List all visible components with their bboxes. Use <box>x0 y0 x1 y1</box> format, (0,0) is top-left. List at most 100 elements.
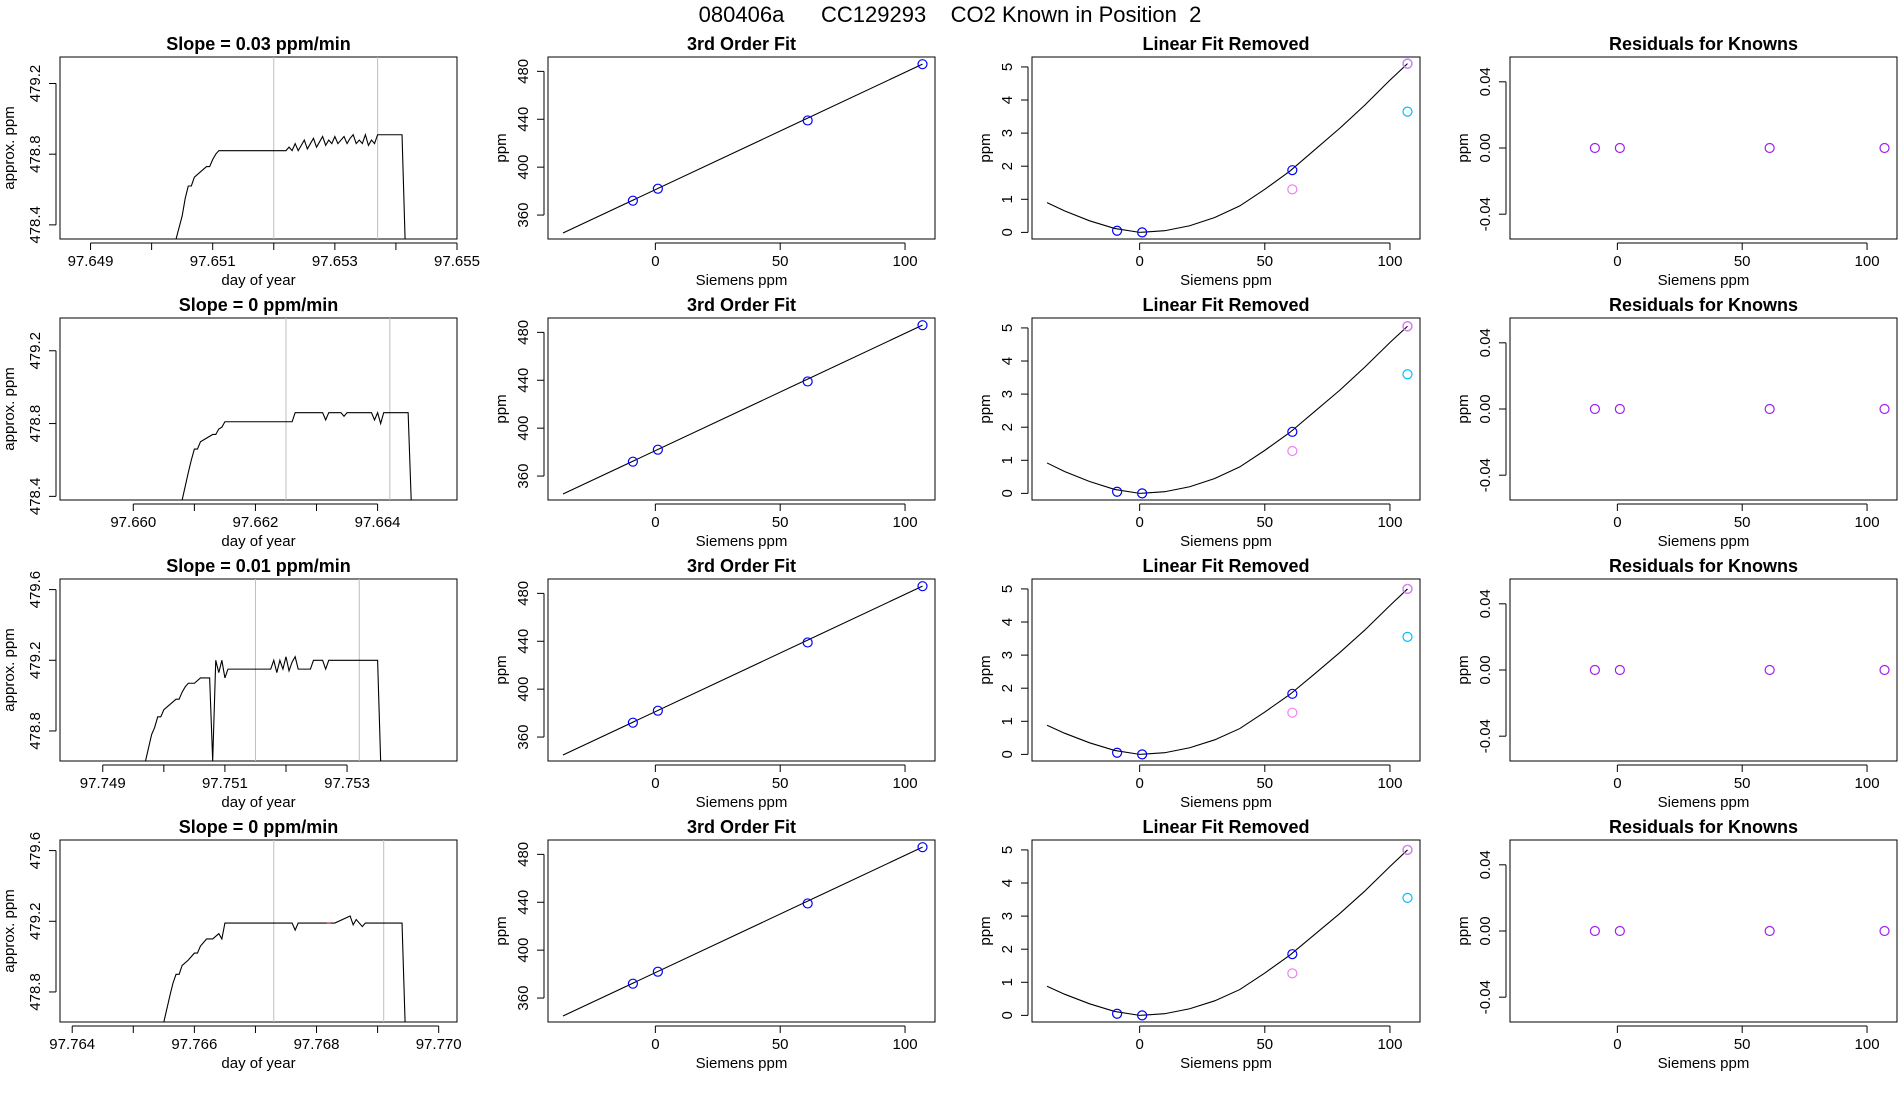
x-tick-label: 0 <box>1135 514 1143 531</box>
y-tick-label: 0 <box>999 228 1016 236</box>
x-axis-label: day of year <box>221 1055 295 1072</box>
x-axis-label: Siemens ppm <box>696 533 788 550</box>
panel-14: 3rd Order Fit 0 50 100 Siemens ppm 360 400 440 4… <box>493 817 936 1072</box>
x-tick-label: 97.770 <box>416 1036 462 1053</box>
residual-point <box>1614 142 1625 154</box>
x-axis-label: day of year <box>221 533 295 550</box>
panel-1: Slope = 0.03 ppm/min 97.649 97.651 97.653 97… <box>1 34 480 289</box>
x-tick-label: 100 <box>893 514 918 531</box>
y-tick-label: 478.8 <box>27 712 44 750</box>
x-tick-label: 97.649 <box>68 253 114 270</box>
y-tick-label: 4 <box>999 357 1016 365</box>
residual-point <box>1614 403 1625 415</box>
plot-frame <box>547 317 936 501</box>
residual-curve <box>1046 325 1408 494</box>
plot-area <box>1589 403 1890 415</box>
plot-frame <box>1031 56 1421 240</box>
y-tick-label: 5 <box>999 324 1016 332</box>
fit-line <box>562 324 923 495</box>
y-tick-label: 479.6 <box>27 832 44 870</box>
y-tick-label: 360 <box>515 986 532 1011</box>
panel-title: Linear Fit Removed <box>1142 34 1309 54</box>
fit-point <box>917 581 928 592</box>
x-tick-label: 50 <box>772 514 789 531</box>
plot-frame <box>1031 578 1421 762</box>
panel-title: Slope = 0 ppm/min <box>179 295 339 315</box>
x-tick-label: 100 <box>1377 775 1402 792</box>
known-point-top <box>1402 583 1413 595</box>
fit-point <box>627 456 638 467</box>
known-point <box>1112 225 1123 236</box>
concentration-trace <box>163 915 406 1022</box>
x-tick-label: 100 <box>1855 514 1880 531</box>
y-tick-label: 5 <box>999 63 1016 71</box>
plot-frame <box>1509 317 1898 501</box>
panel-title: Slope = 0.03 ppm/min <box>166 34 351 54</box>
tertiary-point <box>1402 106 1413 117</box>
x-tick-label: 50 <box>1256 775 1273 792</box>
panel-title: Slope = 0 ppm/min <box>179 817 339 837</box>
y-tick-label: 1 <box>999 978 1016 986</box>
y-tick-label: 440 <box>515 368 532 393</box>
x-tick-label: 50 <box>1256 514 1273 531</box>
plot-frame <box>1031 317 1421 501</box>
plot-area <box>175 57 406 239</box>
x-axis-label: Siemens ppm <box>696 794 788 811</box>
x-tick-label: 97.764 <box>49 1036 95 1053</box>
x-tick-label: 50 <box>1734 775 1751 792</box>
concentration-trace <box>181 410 412 500</box>
fit-point <box>652 444 663 455</box>
x-tick-label: 100 <box>1855 1036 1880 1053</box>
y-axis-label: approx. ppm <box>1 628 18 711</box>
fit-point <box>802 637 813 648</box>
known-point <box>1137 749 1148 760</box>
x-tick-label: 0 <box>1613 775 1621 792</box>
plot-area <box>562 59 928 234</box>
residual-point <box>1764 403 1775 415</box>
residual-point <box>1614 925 1625 937</box>
fit-point <box>802 376 813 387</box>
residual-point <box>1764 925 1775 937</box>
x-tick-label: 97.660 <box>110 514 156 531</box>
x-axis-label: Siemens ppm <box>1180 533 1272 550</box>
plot-frame <box>547 56 936 240</box>
x-tick-label: 100 <box>1855 253 1880 270</box>
panel-8: Residuals for Knowns 0 50 100 Siemens ppm -0.… <box>1455 295 1898 550</box>
panel-11: Linear Fit Removed 0 50 100 Siemens ppm 0 1 2 3 4… <box>977 556 1421 811</box>
y-axis-label: ppm <box>1455 394 1472 423</box>
tertiary-point <box>1402 892 1413 904</box>
secondary-point <box>1287 445 1298 457</box>
fit-point <box>627 717 638 728</box>
panel-title: Slope = 0.01 ppm/min <box>166 556 351 576</box>
known-point <box>1112 486 1123 497</box>
y-tick-label: 4 <box>999 96 1016 104</box>
y-axis-label: ppm <box>493 394 510 423</box>
y-tick-label: 0.00 <box>1477 133 1494 162</box>
residual-point <box>1879 403 1890 415</box>
x-axis-label: Siemens ppm <box>1180 1055 1272 1072</box>
x-axis-label: Siemens ppm <box>696 272 788 289</box>
residual-point <box>1879 142 1890 154</box>
y-tick-label: 478.8 <box>27 405 44 443</box>
x-tick-label: 100 <box>893 253 918 270</box>
y-tick-label: 360 <box>515 464 532 489</box>
plot-frame <box>1509 578 1898 762</box>
known-point <box>1287 165 1298 176</box>
x-axis-label: Siemens ppm <box>696 1055 788 1072</box>
x-tick-label: 50 <box>772 775 789 792</box>
x-tick-label: 100 <box>893 1036 918 1053</box>
fit-point <box>652 705 663 716</box>
secondary-point <box>1287 968 1298 979</box>
fit-point <box>652 966 663 977</box>
y-tick-label: 479.2 <box>27 65 44 103</box>
fit-point <box>802 898 813 909</box>
y-tick-label: 479.2 <box>27 903 44 941</box>
plot-area <box>144 579 382 761</box>
y-tick-label: 480 <box>515 59 532 84</box>
y-tick-label: 400 <box>515 677 532 702</box>
y-tick-label: 1 <box>999 717 1016 725</box>
y-tick-label: 478.4 <box>27 206 44 244</box>
panel-title: Residuals for Knowns <box>1609 34 1798 54</box>
x-tick-label: 0 <box>1135 1036 1143 1053</box>
x-tick-label: 100 <box>1377 514 1402 531</box>
